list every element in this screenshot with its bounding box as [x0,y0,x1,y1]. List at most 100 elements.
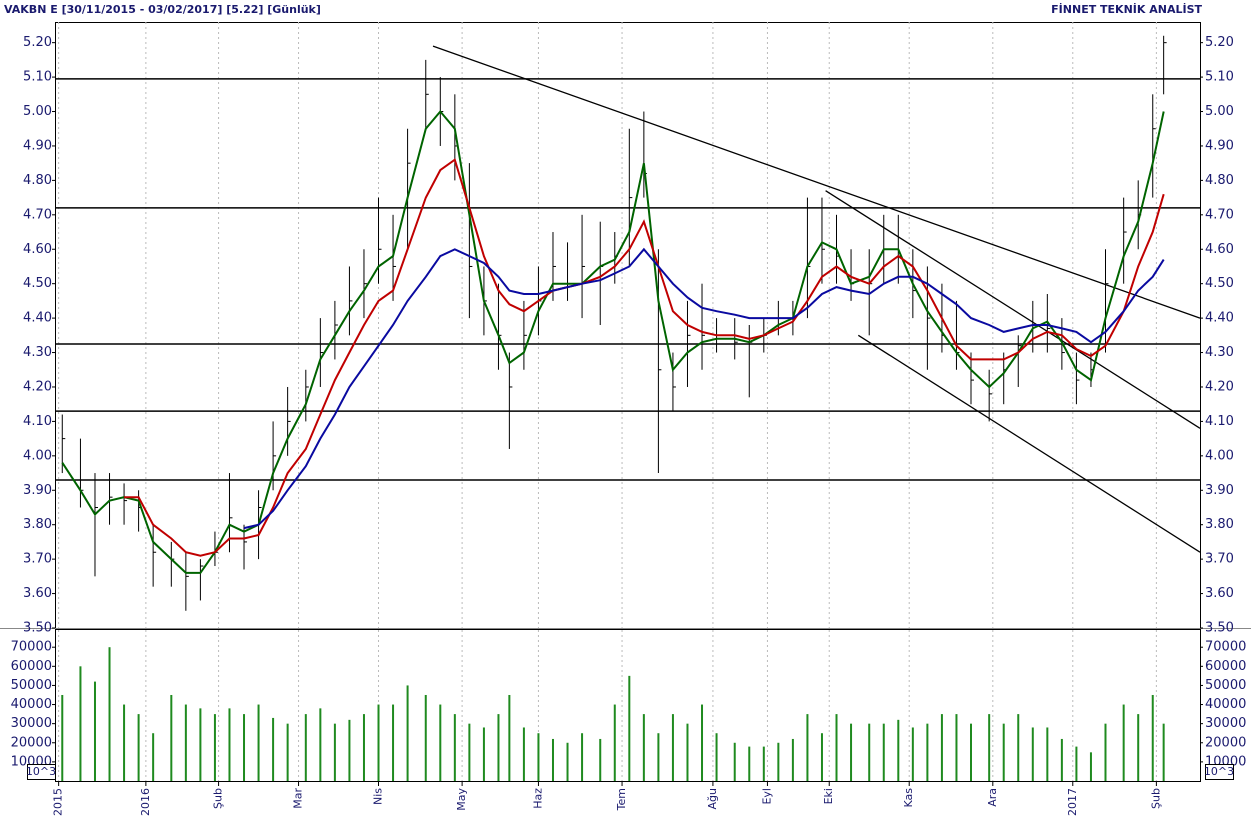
unit-box [1205,764,1234,780]
trend-line [825,190,1201,429]
y-tick-label: 5.00 [23,104,52,119]
y-tick-label: 60000 [1205,659,1246,674]
y-tick-label: 60000 [11,659,52,674]
volume-bar [286,723,289,781]
volume-bar [362,714,365,781]
volume-bar [497,714,500,781]
y-tick-label: 3.90 [23,483,52,498]
y-tick-label: 4.60 [23,242,52,257]
volume-bar [468,723,471,781]
y-tick-label: 5.10 [1205,70,1234,85]
y-tick-label: 3.50 [1205,621,1234,636]
y-tick-label: 50000 [11,678,52,693]
volume-bar [926,723,929,781]
volume-bar [613,704,616,781]
volume-bar [522,727,525,781]
volume-bar [1137,714,1140,781]
y-tick-label: 50000 [1205,678,1246,693]
volume-bar [1104,723,1107,781]
y-tick-label: 4.70 [1205,207,1234,222]
y-tick-label: 3.70 [23,552,52,567]
y-tick-label: 4.00 [1205,448,1234,463]
volume-bar [897,719,900,781]
volume-bar [79,666,82,781]
volume-bar [333,723,336,781]
y-tick-label: 4.30 [23,345,52,360]
y-tick-label: 4.20 [1205,379,1234,394]
volume-bar [820,733,823,781]
y-tick-label: 3.80 [23,517,52,532]
y-tick-label: 4.10 [23,414,52,429]
volume-bar [304,714,307,781]
y-tick-label: 3.60 [1205,586,1234,601]
y-tick-label: 4.40 [23,311,52,326]
y-tick-label: 5.20 [1205,35,1234,50]
y-tick-label: 3.60 [23,586,52,601]
volume-bar [1002,723,1005,781]
y-tick-label: 30000 [11,716,52,731]
x-tick-label: 2016 [139,788,152,816]
volume-bar [599,738,602,781]
volume-bar [377,704,380,781]
volume-bar [970,723,972,781]
volume-bar [1046,727,1049,781]
volume-bar [482,727,485,781]
volume-bar [701,704,704,781]
volume-bar [806,714,809,781]
y-tick-label: 20000 [11,735,52,750]
volume-bar [508,694,511,781]
volume-bar [882,723,885,781]
volume-bar [406,685,409,781]
volume-bar [257,704,260,781]
volume-bar [762,746,765,781]
y-tick-label: 70000 [1205,640,1246,655]
volume-bar [1060,738,1063,781]
volume-bar [748,746,751,781]
volume-bar [581,733,584,781]
volume-bar [850,723,853,781]
x-tick-label: Tem [615,788,628,811]
volume-bar [184,704,187,781]
x-tick-label: Ağu [706,788,719,809]
y-tick-label: 3.80 [1205,517,1234,532]
unit-label-right: 10^3 [1204,765,1234,778]
volume-bar [1089,752,1092,781]
volume-bar [439,704,442,781]
volume-bar [392,704,395,781]
volume-bar [988,714,991,781]
volume-bar [868,723,871,781]
y-tick-label: 4.90 [23,138,52,153]
volume-bar [213,714,216,781]
volume-bar [137,714,140,781]
volume-bar [93,681,96,781]
unit-box [27,764,56,780]
source-label: FİNNET TEKNİK ANALİST [1051,2,1202,16]
y-tick-label: 4.80 [23,173,52,188]
volume-bar [61,694,64,781]
volume-bar [1075,746,1078,781]
volume-bar [1151,694,1154,781]
y-tick-label: 4.70 [23,207,52,222]
x-tick-label: Kas [902,788,915,808]
volume-bar [1122,704,1125,781]
y-tick-label: 3.90 [1205,483,1234,498]
trend-line [432,45,1201,319]
volume-bar [272,717,275,781]
x-tick-label: Şub [212,788,225,809]
y-tick-label: 4.90 [1205,138,1234,153]
y-tick-label: 3.50 [23,621,52,636]
volume-bar [348,719,351,781]
volume-bar [642,714,645,781]
y-tick-label: 4.00 [23,448,52,463]
volume-bar [319,708,322,781]
x-tick-label: Haz [531,788,544,809]
volume-bar [791,738,794,781]
x-tick-label: Şub [1149,788,1162,809]
volume-bar [657,733,660,781]
volume-bar [733,742,736,781]
moving-average [243,247,1165,530]
y-tick-label: 40000 [1205,697,1246,712]
volume-bar [228,708,231,781]
y-tick-label: 4.40 [1205,311,1234,326]
